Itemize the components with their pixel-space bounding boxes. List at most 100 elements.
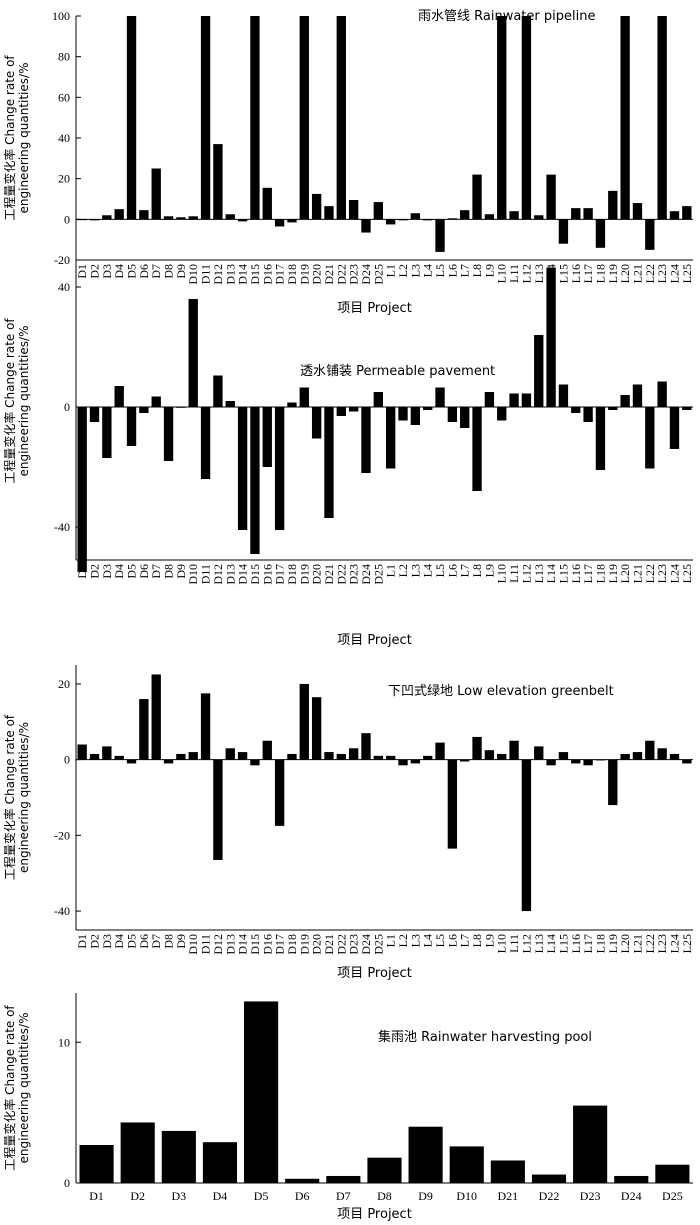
x-tick-label: D25 xyxy=(371,564,385,585)
bar-D16 xyxy=(262,740,272,760)
bar-D19 xyxy=(299,683,309,760)
bar-D12 xyxy=(213,144,223,220)
bar-L5 xyxy=(435,387,445,407)
x-tick-label: L18 xyxy=(593,564,607,583)
bar-L17 xyxy=(583,208,593,220)
bar-D16 xyxy=(262,407,272,467)
bar-D15 xyxy=(250,16,260,220)
bar-L25 xyxy=(682,407,692,410)
bar-L21 xyxy=(632,203,643,220)
bar-D17 xyxy=(274,219,285,227)
x-tick-label: L8 xyxy=(470,264,484,277)
y-axis-label-line2: engineering quantities/% xyxy=(17,326,31,477)
bar-D20 xyxy=(311,697,322,760)
y-axis-label: 工程量变化率 Change rate ofengineering quantit… xyxy=(2,318,31,484)
bar-L23 xyxy=(657,16,667,220)
bar-L20 xyxy=(620,753,630,760)
bar-D2 xyxy=(120,1122,155,1183)
x-tick-label: D1 xyxy=(75,564,89,579)
bar-D6 xyxy=(139,407,149,413)
x-tick-label: D17 xyxy=(273,564,287,585)
y-axis-label-line2: engineering quantities/% xyxy=(17,63,31,214)
bar-L13 xyxy=(534,215,544,220)
x-tick-label: L23 xyxy=(655,564,669,583)
bar-D22 xyxy=(336,753,346,760)
x-tick-label: L6 xyxy=(445,264,459,277)
y-tick-label: -40 xyxy=(54,520,70,534)
x-tick-label: D3 xyxy=(100,564,114,579)
y-tick-label: 20 xyxy=(58,677,70,691)
bar-D1 xyxy=(77,219,87,221)
x-tick-label: D24 xyxy=(621,1189,642,1203)
y-axis-label-line1: 工程量变化率 Change rate of xyxy=(2,1005,17,1171)
x-tick-label: D21 xyxy=(498,1189,519,1203)
bar-D20 xyxy=(311,193,322,220)
x-tick-label: L19 xyxy=(606,564,620,583)
bar-D14 xyxy=(237,752,248,760)
x-tick-label: L7 xyxy=(458,564,472,577)
bar-L9 xyxy=(484,392,495,407)
bar-D3 xyxy=(102,215,112,220)
x-tick-label: L20 xyxy=(618,934,632,953)
x-tick-label: L3 xyxy=(408,564,422,577)
bar-L4 xyxy=(423,755,433,760)
x-tick-label: L8 xyxy=(470,564,484,577)
bar-L4 xyxy=(423,407,433,410)
y-axis-label: 工程量变化率 Change rate ofengineering quantit… xyxy=(2,1005,31,1171)
bar-D7 xyxy=(151,396,161,407)
bar-L11 xyxy=(509,740,519,760)
bar-D24 xyxy=(361,219,371,233)
bar-D13 xyxy=(225,748,235,760)
x-tick-label: L19 xyxy=(606,264,620,283)
bar-L21 xyxy=(632,752,643,760)
x-tick-label: L25 xyxy=(680,264,694,283)
x-tick-label: D10 xyxy=(186,564,200,585)
bar-D22 xyxy=(336,16,346,220)
bar-L19 xyxy=(608,407,618,410)
bar-D23 xyxy=(573,1105,608,1183)
x-tick-label: D24 xyxy=(359,264,373,285)
bar-D3 xyxy=(161,1130,196,1183)
bar-L6 xyxy=(447,407,458,422)
chart-title: 集雨池 Rainwater harvesting pool xyxy=(378,1029,592,1045)
x-tick-label: D22 xyxy=(539,1189,560,1203)
bar-L19 xyxy=(608,190,618,220)
bar-L18 xyxy=(595,407,606,470)
x-tick-label: L3 xyxy=(408,264,422,277)
bar-L23 xyxy=(657,381,667,407)
chart-title: 下凹式绿地 Low elevation greenbelt xyxy=(388,684,614,699)
bar-L3 xyxy=(410,213,421,220)
x-tick-label: D4 xyxy=(213,1189,228,1203)
x-tick-label: D5 xyxy=(125,934,139,949)
x-tick-label: L25 xyxy=(680,934,694,953)
y-axis-label-line2: engineering quantities/% xyxy=(17,1013,31,1164)
x-tick-label: D22 xyxy=(334,264,348,285)
y-axis-label-line2: engineering quantities/% xyxy=(17,722,31,873)
y-tick-label: 0 xyxy=(64,400,70,414)
x-tick-label: D2 xyxy=(88,264,102,279)
y-tick-label: 40 xyxy=(58,131,70,145)
bar-D8 xyxy=(163,216,174,220)
bar-D12 xyxy=(213,759,223,860)
x-tick-label: L10 xyxy=(495,264,509,283)
bar-D10 xyxy=(188,299,198,407)
x-tick-label: D14 xyxy=(236,564,250,585)
bar-D12 xyxy=(213,375,223,407)
bar-L22 xyxy=(645,219,655,250)
x-tick-label: L13 xyxy=(532,934,546,953)
x-tick-label: L1 xyxy=(384,934,398,947)
x-tick-label: D14 xyxy=(236,934,250,955)
bar-L9 xyxy=(484,750,495,760)
x-tick-label: D3 xyxy=(100,264,114,279)
x-tick-label: D11 xyxy=(199,564,213,584)
x-tick-label: D2 xyxy=(88,564,102,579)
x-tick-label: L16 xyxy=(569,264,583,283)
bar-D22 xyxy=(336,407,346,416)
bar-L16 xyxy=(571,407,581,413)
bar-L20 xyxy=(620,395,630,407)
y-tick-label: -20 xyxy=(54,828,70,842)
x-tick-label: L7 xyxy=(458,934,472,947)
x-tick-label: L6 xyxy=(445,934,459,947)
bar-L7 xyxy=(460,759,470,762)
bar-L3 xyxy=(410,407,421,425)
